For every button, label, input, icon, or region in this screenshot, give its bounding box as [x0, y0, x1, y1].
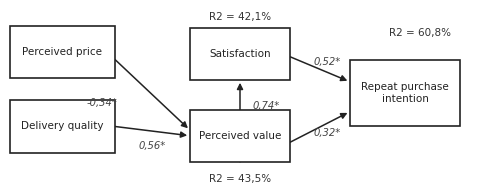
Text: R2 = 60,8%: R2 = 60,8% [389, 28, 451, 39]
FancyBboxPatch shape [10, 26, 115, 78]
Text: Perceived price: Perceived price [22, 47, 102, 57]
Text: R2 = 42,1%: R2 = 42,1% [209, 12, 271, 22]
FancyBboxPatch shape [190, 110, 290, 162]
Text: Repeat purchase
intention: Repeat purchase intention [361, 82, 449, 104]
FancyBboxPatch shape [350, 60, 460, 126]
Text: Perceived value: Perceived value [199, 131, 281, 141]
FancyBboxPatch shape [190, 28, 290, 80]
Text: 0,52*: 0,52* [314, 57, 341, 67]
FancyBboxPatch shape [10, 100, 115, 153]
Text: Satisfaction: Satisfaction [209, 49, 271, 59]
Text: 0,56*: 0,56* [139, 141, 166, 151]
Text: 0,32*: 0,32* [314, 128, 341, 138]
Text: R2 = 43,5%: R2 = 43,5% [209, 174, 271, 184]
Text: Delivery quality: Delivery quality [21, 121, 104, 132]
Text: -0,34*: -0,34* [86, 98, 118, 108]
Text: 0,74*: 0,74* [252, 101, 280, 111]
